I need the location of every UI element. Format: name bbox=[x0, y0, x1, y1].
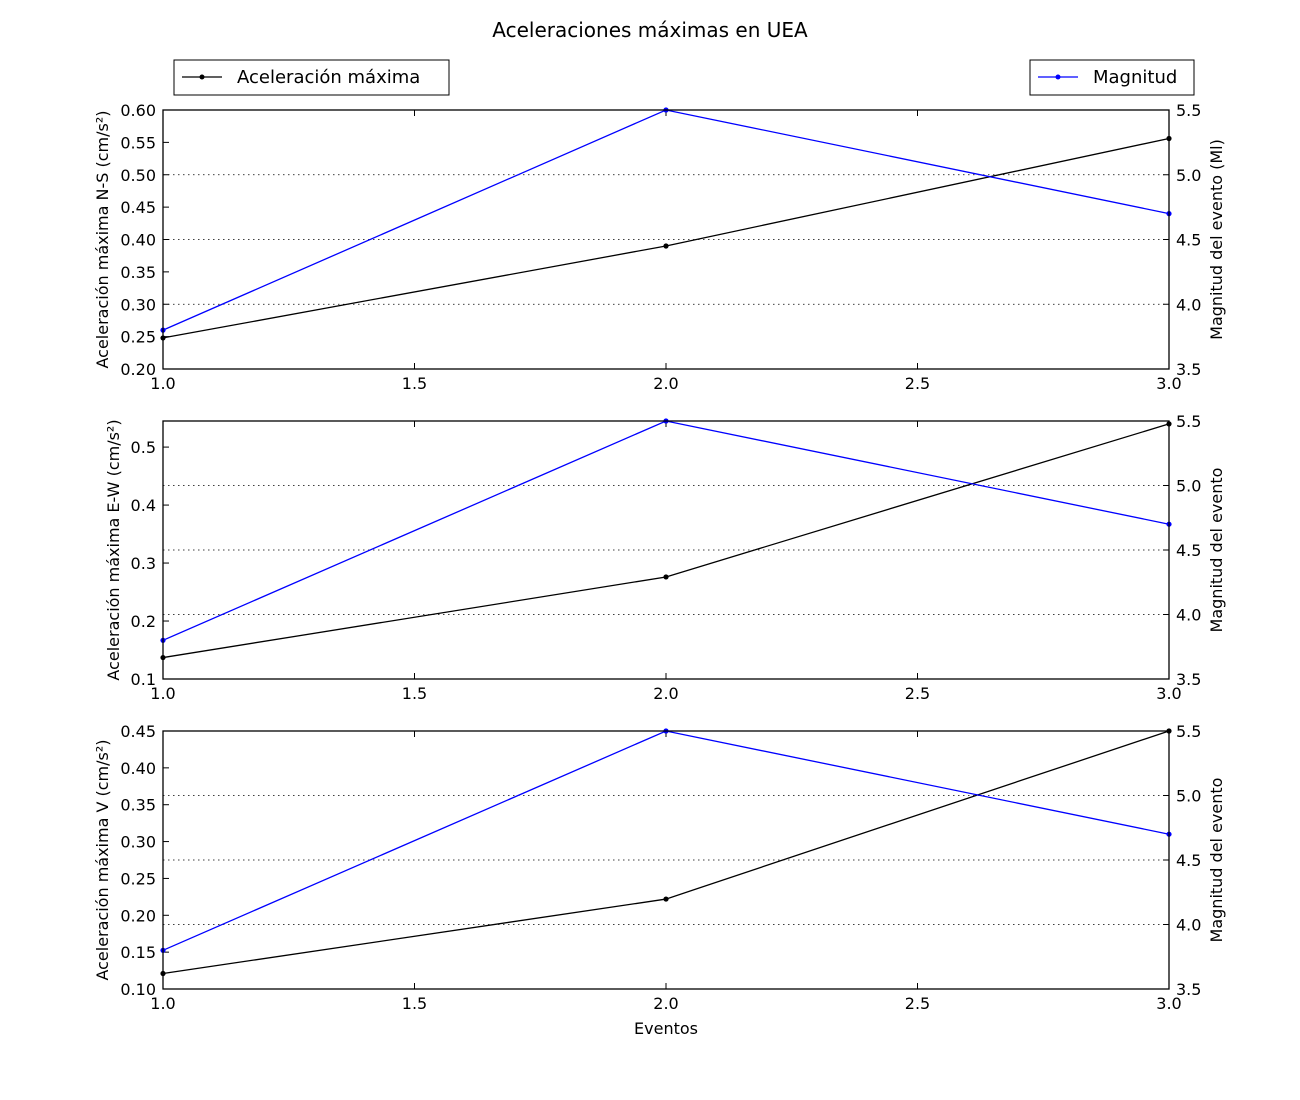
y-tick-label: 0.50 bbox=[120, 166, 156, 185]
y-tick-label: 0.30 bbox=[120, 833, 156, 852]
y-tick-label: 0.20 bbox=[120, 906, 156, 925]
y-axis-label: Aceleración máxima N-S (cm/s²) bbox=[93, 110, 112, 368]
y2-tick-label: 5.5 bbox=[1176, 412, 1201, 431]
series-line-aceleracion bbox=[162, 137, 1170, 339]
y-axis-label: Aceleración máxima E-W (cm/s²) bbox=[104, 419, 123, 680]
x-tick-label: 1.5 bbox=[402, 684, 427, 703]
data-point-aceleracion bbox=[663, 896, 669, 902]
data-point-aceleracion bbox=[663, 574, 669, 580]
y-axis-label: Aceleración máxima V (cm/s²) bbox=[93, 739, 112, 980]
y2-tick-label: 5.0 bbox=[1176, 477, 1201, 496]
series-line-magnitud bbox=[162, 109, 1170, 331]
x-tick-label: 2.0 bbox=[653, 374, 678, 393]
series-line-aceleracion bbox=[162, 423, 1170, 659]
plot-frame bbox=[162, 109, 1170, 370]
y-tick-label: 0.40 bbox=[120, 759, 156, 778]
y2-axis-label: Magnitud del evento bbox=[1207, 778, 1226, 943]
y2-tick-label: 4.0 bbox=[1176, 295, 1201, 314]
y-tick-label: 0.15 bbox=[120, 943, 156, 962]
y-tick-label: 0.45 bbox=[120, 722, 156, 741]
y-tick-label: 0.45 bbox=[120, 198, 156, 217]
y2-tick-label: 4.5 bbox=[1176, 231, 1201, 250]
y-tick-label: 0.25 bbox=[120, 328, 156, 347]
x-tick-label: 1.0 bbox=[150, 994, 175, 1013]
y-tick-label: 0.25 bbox=[120, 869, 156, 888]
x-tick-label: 3.0 bbox=[1156, 994, 1181, 1013]
y2-tick-label: 4.0 bbox=[1176, 916, 1201, 935]
y2-tick-label: 4.0 bbox=[1176, 606, 1201, 625]
legend-magnitud: Magnitud bbox=[1029, 59, 1195, 96]
y2-tick-label: 4.5 bbox=[1176, 851, 1201, 870]
x-tick-label: 1.0 bbox=[150, 684, 175, 703]
x-tick-label: 1.0 bbox=[150, 374, 175, 393]
legend-marker-magnitud bbox=[1055, 74, 1061, 80]
y-tick-label: 0.35 bbox=[120, 796, 156, 815]
y-tick-label: 0.20 bbox=[120, 360, 156, 379]
subplots: 1.0 1.5 2.0 2.5 3.0 0.20 0.25 0.30 0.35 0.40 0.45 0… bbox=[93, 101, 1226, 1013]
y2-tick-label: 5.5 bbox=[1176, 722, 1201, 741]
y-tick-label: 0.10 bbox=[120, 980, 156, 999]
series-line-magnitud bbox=[162, 420, 1170, 641]
x-tick-label: 2.5 bbox=[905, 684, 930, 703]
y2-tick-label: 4.5 bbox=[1176, 541, 1201, 560]
x-tick-label: 3.0 bbox=[1156, 684, 1181, 703]
x-tick-label: 3.0 bbox=[1156, 374, 1181, 393]
y-tick-label: 0.5 bbox=[131, 438, 156, 457]
y-tick-label: 0.35 bbox=[120, 263, 156, 282]
y2-axis-label: Magnitud del evento bbox=[1207, 468, 1226, 633]
legend-label-aceleracion: Aceleración máxima bbox=[237, 67, 420, 88]
subplot-1: 1.0 1.5 2.0 2.5 3.0 0.20 0.25 0.30 0.35 0.40 0.45 0… bbox=[93, 101, 1226, 393]
x-tick-label: 2.5 bbox=[905, 994, 930, 1013]
x-tick-label: 1.5 bbox=[402, 374, 427, 393]
subplot-2: 1.0 1.5 2.0 2.5 3.0 0.1 0.2 0.3 0.4 0.5 3.5 4.0 4.5 5… bbox=[104, 412, 1226, 703]
y2-tick-label: 3.5 bbox=[1176, 360, 1201, 379]
y2-tick-label: 5.0 bbox=[1176, 166, 1201, 185]
y-tick-label: 0.60 bbox=[120, 101, 156, 120]
subplot-3: 1.0 1.5 2.0 2.5 3.0 0.10 0.15 0.20 0.25 0.30 0.35 0… bbox=[93, 722, 1226, 1013]
x-tick-label: 2.0 bbox=[653, 684, 678, 703]
data-point-aceleracion bbox=[663, 243, 669, 249]
y-tick-label: 0.1 bbox=[131, 670, 156, 689]
legend-aceleracion: Aceleración máxima bbox=[173, 59, 450, 96]
y-tick-label: 0.30 bbox=[120, 295, 156, 314]
series-line-aceleracion bbox=[162, 730, 1170, 975]
y2-tick-label: 3.5 bbox=[1176, 670, 1201, 689]
y-tick-label: 0.4 bbox=[131, 496, 156, 515]
x-tick-label: 2.5 bbox=[905, 374, 930, 393]
plot-frame bbox=[162, 420, 1170, 680]
y2-tick-label: 3.5 bbox=[1176, 980, 1201, 999]
x-tick-label: 1.5 bbox=[402, 994, 427, 1013]
y-tick-label: 0.40 bbox=[120, 231, 156, 250]
y2-tick-label: 5.5 bbox=[1176, 101, 1201, 120]
y-tick-label: 0.3 bbox=[131, 554, 156, 573]
x-axis-label: Eventos bbox=[634, 1019, 698, 1038]
chart-title: Aceleraciones máximas en UEA bbox=[492, 18, 808, 42]
y2-tick-label: 5.0 bbox=[1176, 787, 1201, 806]
y-tick-label: 0.55 bbox=[120, 133, 156, 152]
plot-frame bbox=[162, 730, 1170, 990]
y-tick-label: 0.2 bbox=[131, 612, 156, 631]
series-line-magnitud bbox=[162, 730, 1170, 951]
x-tick-label: 2.0 bbox=[653, 994, 678, 1013]
y2-axis-label: Magnitud del evento (Ml) bbox=[1207, 139, 1226, 340]
legend-marker-aceleracion bbox=[199, 74, 205, 80]
legend-label-magnitud: Magnitud bbox=[1093, 67, 1177, 88]
